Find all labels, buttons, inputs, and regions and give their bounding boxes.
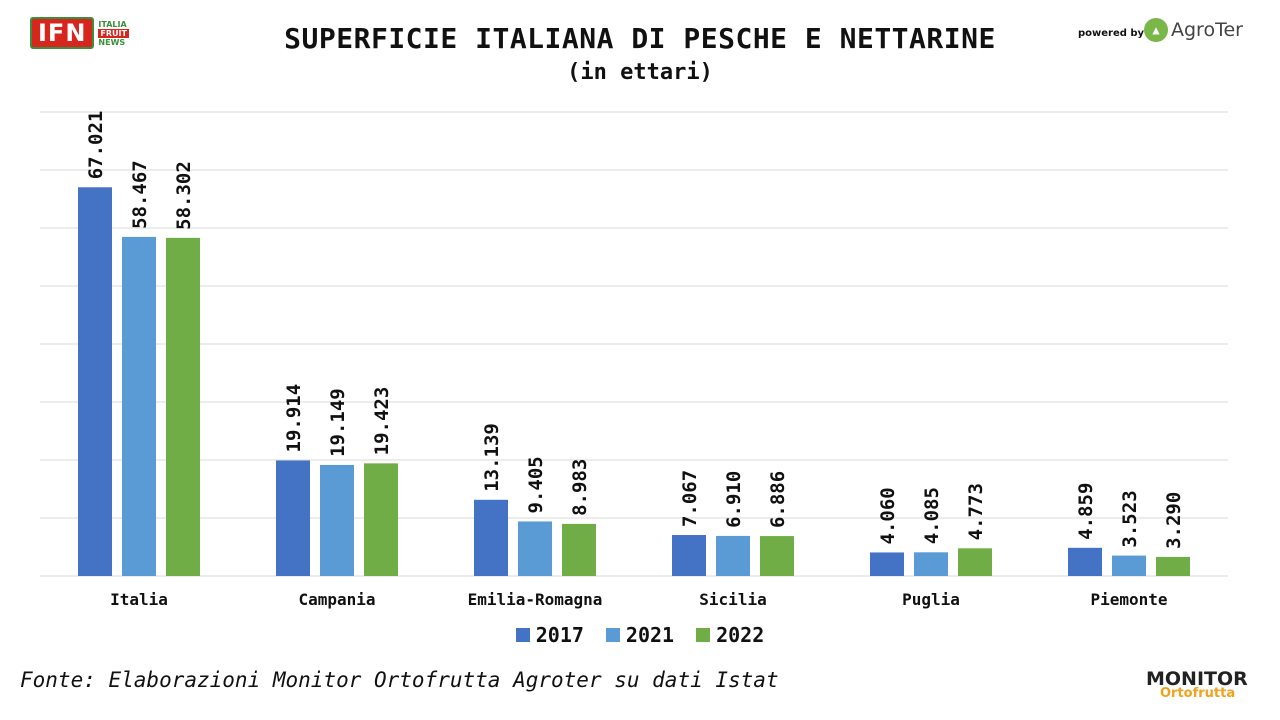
data-label: 58.467 [129,160,151,229]
legend-swatch-2022 [696,628,711,642]
data-label: 3.523 [1119,490,1141,547]
powered-by-label: powered by [1078,28,1145,39]
monitor-ortofrutta-logo: MONITOR Ortofrutta [1146,668,1248,701]
bar-2017-sicilia [672,535,706,576]
bar-2022-sicilia [760,536,794,576]
bar-2021-puglia [914,552,948,576]
tree-icon: ▲ [1144,18,1168,42]
data-label: 19.914 [283,384,305,453]
ifn-logo-line3: NEWS [98,37,126,47]
legend-item-2021: 2021 [605,623,675,647]
bar-2021-campania [320,464,354,576]
bar-2021-piemonte [1112,555,1146,576]
x-tick-label: Emilia-Romagna [468,590,603,609]
legend-item-2017: 2017 [515,623,584,647]
legend-label-2022: 2022 [716,623,765,647]
data-label: 4.085 [921,487,943,544]
ifn-logo-sub: ITALIA FRUIT NEWS [98,20,129,47]
bar-2022-campania [364,463,398,576]
data-label: 8.983 [569,459,591,516]
bar-2017-emilia-romagna [474,499,508,576]
data-label: 4.060 [877,487,899,544]
bar-2021-emilia-romagna [518,521,552,576]
legend-item-2022: 2022 [696,623,764,647]
bar-2017-piemonte [1068,547,1102,576]
data-label: 6.910 [723,471,745,528]
ifn-logo-line2: FRUIT [98,28,129,38]
bar-2017-puglia [870,552,904,576]
bar-2021-sicilia [716,535,750,576]
x-tick-label: Puglia [902,590,960,609]
monitor-logo-bottom: Ortofrutta [1160,686,1236,701]
bar-2022-puglia [958,548,992,576]
legend: 2017 2021 2022 [0,623,1280,647]
data-label: 7.067 [679,470,701,527]
data-label: 58.302 [173,161,195,230]
monitor-logo-top: MONITOR [1146,668,1248,690]
data-label: 6.886 [767,471,789,528]
bar-2022-emilia-romagna [562,523,596,576]
bar-2022-italia [166,237,200,577]
data-label: 19.423 [371,387,393,456]
ifn-logo-main: IFN [30,17,95,49]
data-label: 3.290 [1163,492,1185,549]
x-tick-label: Campania [298,590,375,609]
agroter-logo-text: AgroTer [1171,19,1243,41]
legend-label-2017: 2017 [535,623,584,647]
agroter-logo: ▲ AgroTer [1144,18,1243,42]
ifn-logo: IFN ITALIA FRUIT NEWS [30,17,129,49]
chart-title: SUPERFICIE ITALIANA DI PESCHE E NETTARIN… [284,22,996,55]
data-label: 4.773 [965,483,987,540]
x-tick-label: Piemonte [1090,590,1167,609]
ifn-logo-line1: ITALIA [98,19,127,29]
legend-swatch-2021 [605,628,620,642]
data-label: 4.859 [1075,483,1097,540]
bar-2022-piemonte [1156,556,1190,576]
source-note: Fonte: Elaborazioni Monitor Ortofrutta A… [20,668,779,692]
data-label: 9.405 [525,456,547,513]
bar-2017-italia [78,187,112,576]
legend-swatch-2017 [515,628,530,642]
legend-label-2021: 2021 [625,623,675,647]
data-label: 67.021 [85,111,107,180]
bar-2017-campania [276,460,310,576]
x-tick-label: Italia [110,590,168,609]
data-label: 19.149 [327,388,349,457]
data-label: 13.139 [481,423,503,492]
x-tick-label: Sicilia [699,590,766,609]
chart-subtitle: (in ettari) [567,60,713,85]
bar-2021-italia [122,236,156,576]
